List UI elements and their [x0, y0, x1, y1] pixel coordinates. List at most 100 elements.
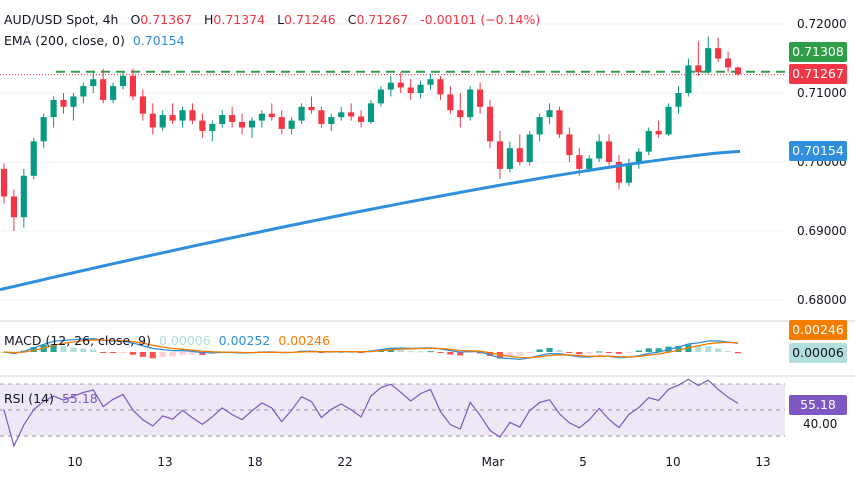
macd-hist-bar [50, 344, 57, 352]
rsi-value-tag: 55.18 [789, 395, 847, 415]
macd-hist-bar [397, 349, 404, 352]
candle-body [258, 113, 265, 121]
macd-hist-bar [100, 352, 107, 353]
macd-hist-bar [645, 348, 652, 352]
macd-hist-bar [60, 346, 67, 352]
macd-signal-value: 0.00246 [278, 333, 331, 348]
candle-body [100, 79, 107, 100]
macd-legend: MACD (12, 26, close, 9) 0.00006 0.00252 … [4, 333, 330, 348]
rsi-legend: RSI (14) 55.18 [4, 391, 98, 406]
candle-body [447, 94, 454, 111]
candle-body [655, 130, 662, 135]
macd-hist-bar [506, 352, 513, 357]
candle-body [556, 110, 563, 135]
macd-signal-line [3, 339, 739, 359]
candle-body [477, 89, 484, 107]
macd-hist-bar [129, 352, 137, 355]
candle-body [278, 117, 285, 129]
candle-body [625, 163, 632, 183]
candle-body [149, 113, 156, 128]
candle-body [30, 141, 37, 176]
candle-body [179, 110, 186, 121]
close-label: C [347, 12, 357, 27]
candle-body [387, 82, 394, 90]
candle-body [377, 89, 384, 104]
candles-group [0, 36, 742, 231]
candle-body [169, 115, 176, 121]
candle-body [40, 117, 47, 142]
low-value: 0.71246 [284, 12, 336, 27]
macd-signal-tag: 0.00246 [789, 320, 847, 340]
candle-body [159, 115, 166, 128]
macd-hist-bar [179, 352, 186, 355]
macd-hist-bar [417, 351, 424, 353]
candle-body [675, 93, 682, 107]
candle-body [119, 75, 127, 87]
candle-body [417, 84, 424, 93]
candle-body [238, 121, 246, 128]
macd-hist-bar [328, 352, 335, 353]
change-value: -0.00101 (−0.14%) [420, 12, 541, 27]
macd-hist-bar [467, 352, 474, 354]
macd-hist-bar [615, 352, 623, 354]
ema-line [0, 149, 741, 292]
candle-body [139, 96, 146, 114]
candle-body [665, 106, 672, 135]
macd-hist-bar [169, 352, 176, 357]
macd-hist-bar [159, 352, 166, 358]
candle-body [0, 168, 8, 197]
low-label: L [277, 12, 285, 27]
candle-body [219, 115, 226, 125]
candle-body [496, 141, 504, 169]
macd-hist-bar [566, 352, 573, 353]
candle-body [199, 120, 206, 131]
high-label: H [203, 12, 214, 27]
candle-body [90, 79, 97, 87]
candle-body [546, 110, 553, 118]
candle-body [358, 116, 365, 122]
candle-body [20, 175, 27, 218]
candle-body [596, 141, 603, 159]
macd-hist-bar [457, 352, 464, 356]
macd-hist-bar [596, 351, 603, 353]
candle-body [586, 158, 593, 169]
candle-body [576, 155, 583, 169]
macd-hist-bar [110, 352, 117, 354]
macd-value: 0.00252 [218, 333, 271, 348]
candle-body [506, 148, 513, 169]
macd-hist-bar [149, 352, 156, 359]
macd-hist-bar [526, 352, 533, 353]
candle-body [457, 110, 464, 118]
time-tick-label: 10 [67, 455, 82, 469]
high-value: 0.71374 [213, 12, 266, 27]
macd-hist-bar [605, 352, 613, 353]
candle-body [60, 99, 67, 107]
candle-body [536, 117, 543, 135]
macd-hist-bar [655, 348, 662, 352]
candle-body [526, 134, 533, 162]
macd-hist-bar [536, 349, 543, 352]
macd-hist-bar [90, 349, 97, 352]
macd-hist-value: 0.00006 [158, 333, 211, 348]
header-ohlc: AUD/USD Spot, 4h O0.71367 H0.71374 L0.71… [4, 12, 540, 27]
macd-hist-tag: 0.00006 [789, 343, 847, 363]
macd-hist-bar [486, 352, 494, 357]
macd-hist-bar [387, 349, 394, 352]
close-price-tag: 0.71267 [789, 64, 847, 84]
candle-body [229, 115, 236, 122]
candle-body [308, 106, 315, 111]
macd-hist-bar [715, 348, 722, 352]
time-axis: 10 13 18 22 Mar 5 10 13 [67, 455, 770, 469]
candle-body [615, 162, 623, 183]
candle-body [566, 134, 573, 156]
candle-body [10, 196, 17, 218]
candle-body [705, 48, 712, 73]
macd-hist-bar [199, 352, 206, 355]
candle-body [80, 86, 87, 97]
rsi-value: 55.18 [61, 391, 98, 406]
candle-body [427, 79, 434, 85]
candle-body [467, 89, 474, 118]
time-tick-label: 13 [755, 455, 770, 469]
